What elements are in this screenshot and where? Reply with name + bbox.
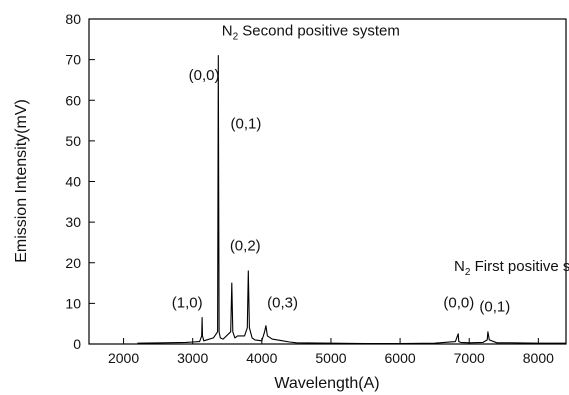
y-tick-label: 80	[65, 11, 81, 27]
peak-label: (0,2)	[230, 238, 261, 255]
spectrum-series-line	[137, 55, 566, 345]
y-tick-label: 20	[65, 255, 81, 271]
x-axis-ticks: 2000 3000 4000 5000 6000 7000 8000	[108, 338, 554, 366]
peak-label: (0,1)	[231, 116, 262, 133]
y-tick-label: 40	[65, 174, 81, 190]
y-axis-ticks: 0 10 20 30 40 50 60 70 80	[65, 11, 95, 352]
y-tick-label: 50	[65, 133, 81, 149]
peak-annotations: (0,0) (0,1) (0,2) (1,0) (0,3) (0,0) (0,1) N2 Se…	[172, 22, 569, 315]
system-label: N2 First positive system	[454, 258, 569, 278]
y-tick-label: 70	[65, 52, 81, 68]
x-tick-label: 4000	[246, 350, 277, 366]
peak-label: (0,0)	[443, 294, 474, 311]
y-tick-label: 10	[65, 295, 81, 311]
peak-label: (0,1)	[479, 299, 510, 316]
x-tick-label: 7000	[454, 350, 485, 366]
x-tick-label: 8000	[523, 350, 554, 366]
plot-frame	[88, 18, 567, 345]
peak-label: (0,0)	[189, 67, 220, 84]
x-tick-label: 2000	[108, 350, 139, 366]
x-tick-label: 5000	[315, 350, 346, 366]
x-tick-label: 3000	[177, 350, 208, 366]
peak-label: (0,3)	[267, 294, 298, 311]
x-tick-label: 6000	[385, 350, 416, 366]
system-label: N2 Second positive system	[222, 22, 400, 42]
y-tick-label: 60	[65, 92, 81, 108]
peak-label: (1,0)	[172, 294, 203, 311]
y-axis-title: Emission Intensity(mV)	[13, 99, 30, 263]
y-tick-label: 0	[73, 336, 81, 352]
x-axis-title: Wavelength(A)	[274, 375, 379, 392]
y-tick-label: 30	[65, 214, 81, 230]
